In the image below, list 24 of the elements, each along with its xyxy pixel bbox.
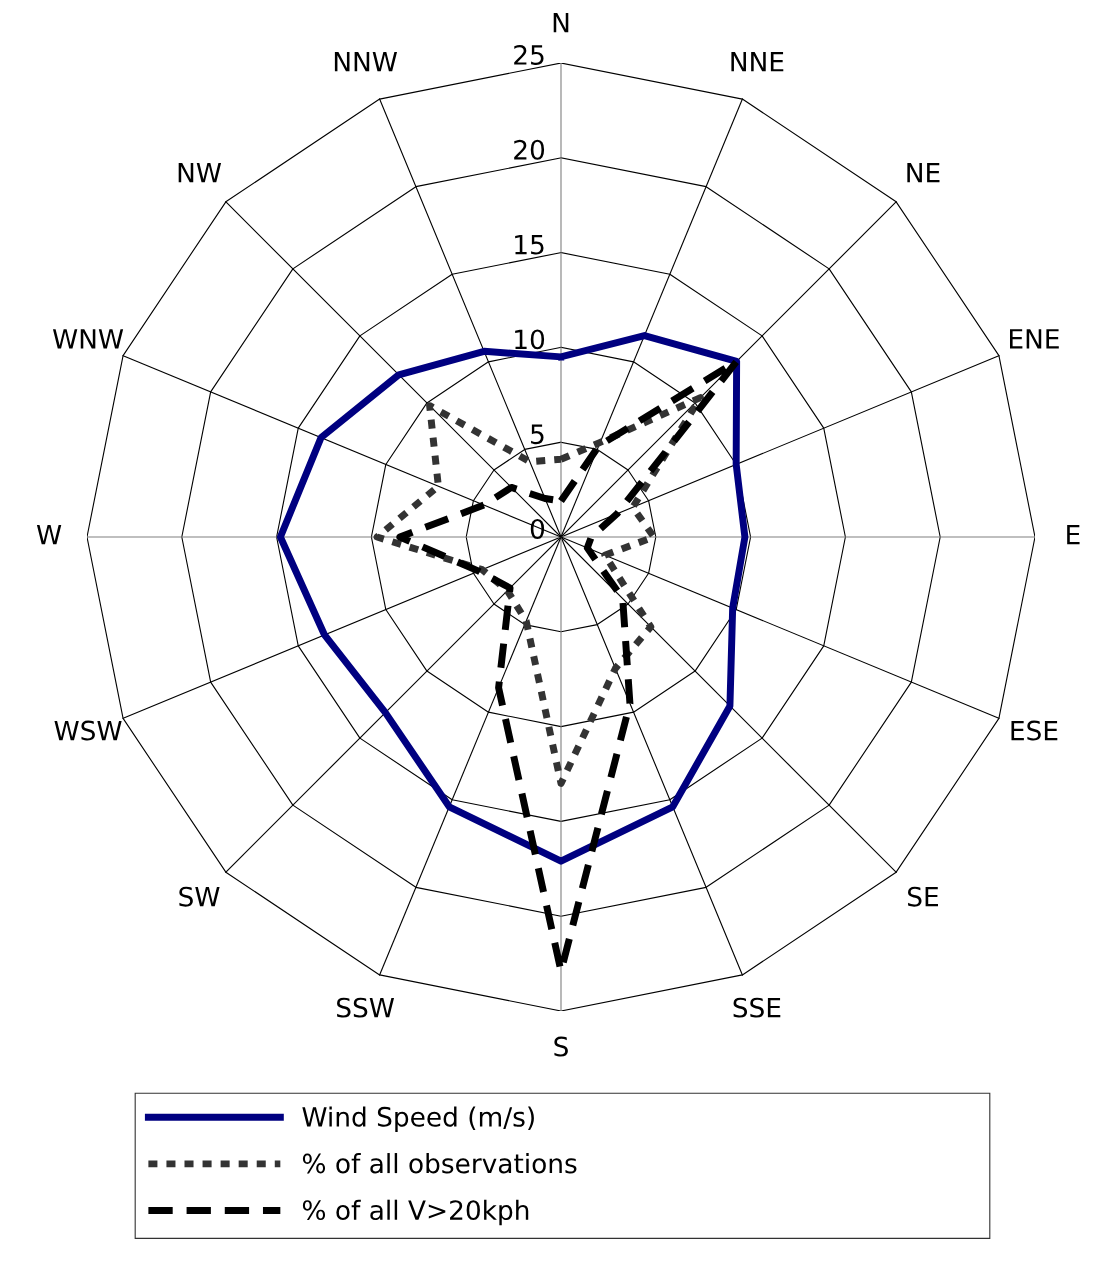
legend-label: Wind Speed (m/s) <box>302 1106 534 1132</box>
spoke-label: N <box>553 13 569 33</box>
spoke-label: ENE <box>1010 329 1059 349</box>
spoke-label: WSW <box>54 720 122 741</box>
spoke-label: NNW <box>334 52 398 72</box>
y-tick-label: 5 <box>531 424 544 445</box>
spoke-label: E <box>1067 525 1080 545</box>
spoke-label: WNW <box>52 329 124 349</box>
y-tick-label: 20 <box>514 139 545 160</box>
spoke-label: NE <box>907 163 940 183</box>
spoke-label: SW <box>179 886 220 907</box>
y-tick-label: 25 <box>514 45 544 65</box>
y-tick-label: 10 <box>515 329 545 350</box>
spoke-label: S <box>554 1036 568 1057</box>
legend-label: % of all V>20kph <box>302 1199 529 1226</box>
spoke-label: SSW <box>337 997 395 1018</box>
spoke-label: W <box>36 525 62 545</box>
legend-label: % of all observations <box>302 1153 577 1174</box>
spoke-label: NW <box>178 163 222 183</box>
spoke-label: ESE <box>1011 720 1058 741</box>
y-tick-label: 15 <box>515 234 544 255</box>
spoke-label: SE <box>908 886 938 907</box>
spoke-label: NNE <box>731 52 784 72</box>
spoke-label: SSE <box>733 997 781 1018</box>
